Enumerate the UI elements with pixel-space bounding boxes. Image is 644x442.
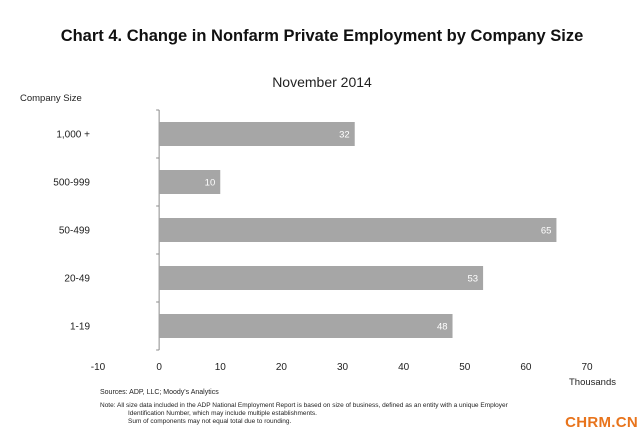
category-label: 20-49 — [64, 274, 90, 285]
category-label: 1,000 + — [56, 130, 90, 141]
bar-1,000 + — [159, 122, 355, 146]
note-line-2: Identification Number, which may include… — [128, 410, 317, 417]
x-tick-label: 50 — [459, 362, 471, 373]
category-label: 50-499 — [59, 226, 91, 237]
bar-value-label: 48 — [437, 322, 448, 333]
bar-500-999 — [159, 170, 221, 194]
bar-value-label: 32 — [339, 130, 350, 141]
category-label: 1-19 — [70, 322, 90, 333]
x-tick-label: -10 — [91, 362, 106, 373]
y-axis-label: Company Size — [20, 93, 82, 104]
bar-value-label: 65 — [541, 226, 552, 237]
bar-50-499 — [159, 218, 557, 242]
note-line-3: Sum of components may not equal total du… — [128, 418, 292, 425]
x-tick-label: 0 — [156, 362, 162, 373]
chart-title: Chart 4. Change in Nonfarm Private Emplo… — [60, 27, 584, 45]
bar-value-label: 53 — [468, 274, 479, 285]
bar-value-label: 10 — [205, 178, 216, 189]
note-line-1: Note: All size data included in the ADP … — [100, 402, 508, 409]
note-text: Note: All size data included in the ADP … — [100, 402, 620, 426]
x-tick-label: 20 — [276, 362, 288, 373]
category-label: 500-999 — [53, 178, 90, 189]
bar-20-49 — [159, 266, 484, 290]
x-axis-label: Thousands — [568, 377, 616, 388]
x-tick-label: 60 — [520, 362, 532, 373]
x-tick-label: 30 — [337, 362, 349, 373]
chart-subtitle: November 2014 — [272, 74, 372, 90]
sources-text: Sources: ADP, LLC; Moody's Analytics — [100, 389, 219, 396]
x-tick-label: 40 — [398, 362, 410, 373]
bar-1-19 — [159, 314, 453, 338]
watermark-logo: CHRM.CN — [565, 414, 638, 431]
x-tick-label: 10 — [215, 362, 227, 373]
x-tick-label: 70 — [581, 362, 593, 373]
